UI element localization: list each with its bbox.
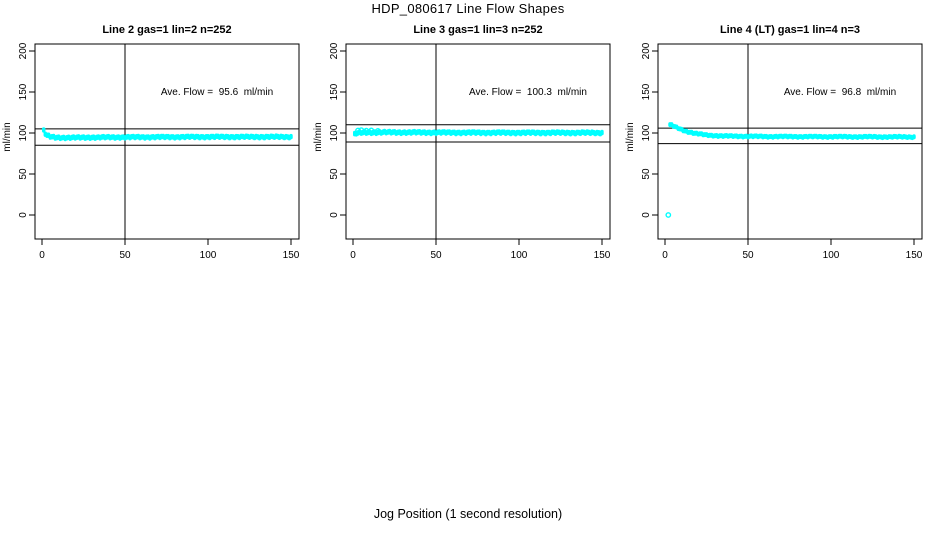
x-axis-ticks: 0 50 100 150 — [39, 239, 300, 261]
y-tick-label: 100 — [641, 124, 652, 141]
y-tick-label: 50 — [641, 168, 652, 180]
data-band — [353, 128, 604, 137]
panel1-ave-flow-annotation: Ave. Flow = 95.6 ml/min — [160, 87, 274, 98]
outlier-point — [368, 127, 375, 134]
y-tick-label: 100 — [329, 124, 340, 141]
figure-title: HDP_080617 Line Flow Shapes — [371, 1, 565, 16]
outlier-point — [665, 212, 672, 218]
y-tick-label: 50 — [18, 168, 29, 180]
x-tick-label: 150 — [594, 250, 611, 261]
x-tick-label: 0 — [39, 250, 45, 261]
outlier-point — [358, 127, 365, 134]
data-band — [668, 122, 916, 141]
x-tick-label: 100 — [511, 250, 528, 261]
x-tick-label: 100 — [200, 250, 217, 261]
y-tick-label: 0 — [329, 212, 340, 218]
axis-box — [657, 43, 923, 240]
y-tick-label: 150 — [329, 83, 340, 100]
y-tick-label: 0 — [18, 212, 29, 218]
outlier-point — [374, 127, 381, 134]
x-tick-label: 150 — [906, 250, 923, 261]
y-tick-label: 150 — [18, 83, 29, 100]
panel1-title: Line 2 gas=1 lin=2 n=252 — [102, 24, 232, 36]
y-tick-label: 50 — [329, 168, 340, 180]
outlier-point — [355, 127, 361, 134]
panel1-y-axis-label: ml/min — [2, 122, 13, 152]
x-tick-label: 0 — [662, 250, 668, 261]
panel-plot: 0 50 100 150 0 50 100 150 200 — [329, 42, 611, 261]
reference-lines — [35, 44, 299, 239]
panel3-y-axis-label: ml/min — [625, 122, 636, 152]
x-axis-label: Jog Position (1 second resolution) — [373, 507, 563, 521]
panel2-title: Line 3 gas=1 lin=3 n=252 — [413, 24, 543, 36]
y-tick-label: 200 — [641, 42, 652, 59]
reference-lines — [658, 44, 922, 239]
y-axis-ticks: 0 50 100 150 200 — [329, 42, 346, 218]
axis-box — [345, 43, 611, 240]
panel3-ave-flow-annotation: Ave. Flow = 96.8 ml/min — [783, 87, 897, 98]
axis-box — [34, 43, 300, 240]
x-axis-ticks: 0 50 100 150 — [662, 239, 923, 261]
panel-plot: 0 50 100 150 0 50 100 150 200 — [18, 42, 300, 261]
x-tick-label: 50 — [742, 250, 754, 261]
y-tick-label: 100 — [18, 124, 29, 141]
panel-plot: 0 50 100 150 0 50 100 150 200 — [641, 42, 923, 261]
x-tick-label: 150 — [283, 250, 300, 261]
panel3-title: Line 4 (LT) gas=1 lin=4 n=3 — [719, 24, 861, 36]
y-axis-ticks: 0 50 100 150 200 — [641, 42, 658, 218]
x-axis-ticks: 0 50 100 150 — [350, 239, 611, 261]
x-tick-label: 0 — [350, 250, 356, 261]
panel2-ave-flow-annotation: Ave. Flow = 100.3 ml/min — [469, 87, 587, 98]
y-tick-label: 200 — [18, 42, 29, 59]
x-tick-label: 50 — [430, 250, 442, 261]
reference-lines — [346, 44, 610, 239]
y-tick-label: 200 — [329, 42, 340, 59]
x-tick-label: 50 — [119, 250, 131, 261]
y-tick-label: 0 — [641, 212, 652, 218]
x-tick-label: 100 — [823, 250, 840, 261]
panel2-y-axis-label: ml/min — [313, 122, 324, 152]
y-axis-ticks: 0 50 100 150 200 — [18, 42, 35, 218]
y-tick-label: 150 — [641, 83, 652, 100]
data-band — [42, 127, 293, 142]
